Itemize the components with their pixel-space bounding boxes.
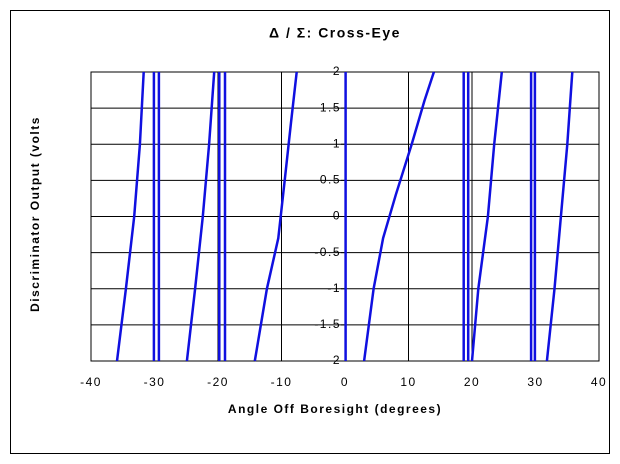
x-tick-label: -20	[207, 375, 229, 389]
x-tick-label: 40	[591, 375, 607, 389]
x-tick-label: -30	[144, 375, 166, 389]
y-tick-label: -2	[327, 353, 341, 367]
data-line	[115, 71, 574, 362]
x-tick-label: -40	[80, 375, 102, 389]
y-tick-label: 2	[333, 64, 341, 78]
x-tick-label: -10	[271, 375, 293, 389]
y-tick-label: -1	[327, 281, 341, 295]
chart-title: Δ / Σ: Cross-Eye	[269, 25, 401, 41]
y-tick-label: -0.5	[314, 245, 341, 259]
y-tick-label: 0	[333, 209, 341, 223]
y-tick-label: 1	[333, 136, 341, 150]
y-tick-label: 0.5	[320, 173, 341, 187]
y-axis-label: Discriminator Output (volts	[28, 116, 42, 312]
x-tick-label: 0	[341, 375, 349, 389]
x-tick-label: 20	[464, 375, 480, 389]
y-tick-label: 1.5	[320, 100, 341, 114]
x-tick-label: 30	[527, 375, 543, 389]
y-tick-label: -1.5	[314, 317, 341, 331]
x-tick-label: 10	[400, 375, 416, 389]
x-axis-label: Angle Off Boresight (degrees)	[228, 402, 442, 416]
